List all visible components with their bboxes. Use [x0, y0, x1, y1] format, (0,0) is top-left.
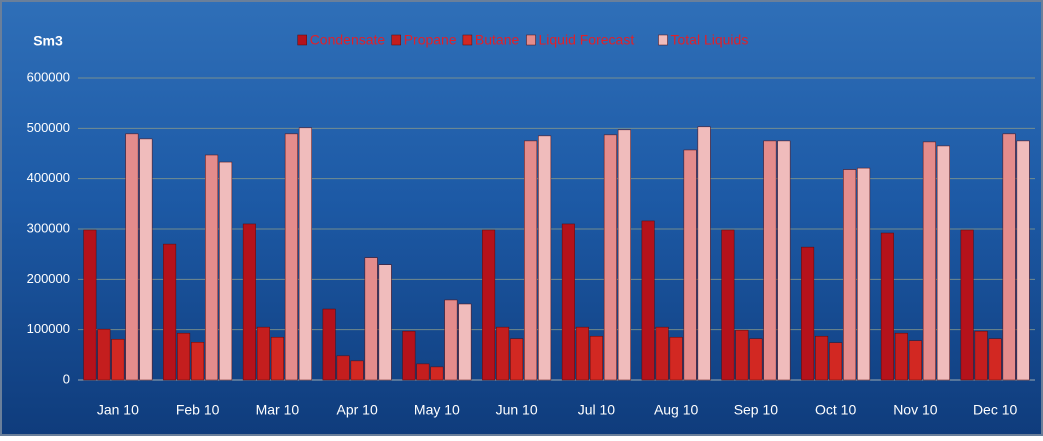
bar: [721, 229, 735, 381]
bar: [298, 127, 312, 381]
bar: [139, 138, 153, 381]
bar: [683, 149, 697, 381]
bar: [111, 338, 125, 381]
legend-swatch: [526, 34, 536, 46]
bar: [205, 154, 219, 381]
bar: [561, 223, 575, 381]
x-tick-label: Dec 10: [973, 402, 1018, 418]
x-tick-label: Apr 10: [337, 402, 378, 418]
x-tick-label: Feb 10: [176, 402, 220, 418]
bar: [749, 338, 763, 381]
bar: [777, 140, 791, 381]
bar: [524, 140, 538, 381]
bar: [801, 246, 815, 381]
bar: [284, 133, 298, 381]
bar: [125, 133, 139, 381]
bar: [458, 303, 472, 381]
legend-swatch: [658, 34, 668, 46]
legend-swatch: [391, 34, 401, 46]
y-tick-label: 600000: [27, 69, 70, 84]
bar: [83, 229, 97, 381]
bar: [829, 342, 843, 381]
bar: [843, 169, 857, 381]
x-tick-label: May 10: [414, 402, 460, 418]
bar: [364, 257, 378, 381]
bar: [697, 126, 711, 381]
bar: [444, 299, 458, 381]
bar: [922, 141, 936, 381]
bar: [669, 336, 683, 381]
x-tick-label: Aug 10: [654, 402, 699, 418]
x-tick-label: Sep 10: [734, 402, 779, 418]
y-tick-label: 400000: [27, 170, 70, 185]
bar: [617, 129, 631, 381]
bar: [880, 232, 894, 381]
bar: [815, 335, 829, 381]
legend-swatch: [462, 34, 473, 46]
x-tick-label: Jul 10: [578, 402, 616, 418]
y-tick-label: 0: [63, 371, 70, 386]
x-tick-label: Jun 10: [496, 402, 538, 418]
bar: [219, 161, 233, 381]
bar: [242, 223, 256, 381]
bar: [336, 355, 350, 381]
y-axis-label: Sm3: [33, 33, 63, 49]
bar: [322, 308, 336, 381]
y-tick-label: 200000: [27, 271, 70, 286]
bar: [603, 134, 617, 381]
bar: [350, 360, 364, 381]
bar: [402, 330, 416, 381]
bar: [1002, 133, 1016, 381]
bar: [496, 326, 510, 381]
bar: [538, 135, 552, 381]
y-tick-label: 100000: [27, 321, 70, 336]
bar: [589, 335, 603, 381]
bar: [256, 326, 270, 381]
legend-label: Propane: [404, 32, 457, 48]
bar: [763, 140, 777, 381]
bar: [378, 264, 392, 381]
x-tick-label: Oct 10: [815, 402, 856, 418]
bar: [857, 167, 871, 381]
bar: [270, 336, 284, 381]
bar: [416, 363, 430, 381]
bar: [988, 338, 1002, 381]
bar: [974, 330, 988, 381]
y-tick-label: 500000: [27, 120, 70, 135]
bar: [1016, 140, 1030, 381]
bar: [936, 145, 950, 381]
bar: [163, 243, 177, 381]
bar: [482, 229, 496, 381]
bar: [191, 342, 205, 381]
bar: [960, 229, 974, 381]
y-tick-label: 300000: [27, 220, 70, 235]
bar: [735, 329, 749, 381]
x-tick-label: Jan 10: [97, 402, 139, 418]
x-tick-label: Mar 10: [256, 402, 300, 418]
legend-swatch: [297, 34, 307, 46]
legend-label: Condensate: [310, 32, 386, 48]
legend-label: Butane: [475, 32, 520, 48]
bar: [894, 332, 908, 381]
legend-label: Liquid Forecast: [539, 32, 635, 48]
legend-label: Total Liquids: [671, 32, 749, 48]
bar: [97, 328, 111, 381]
bar: [430, 366, 444, 381]
bar: [575, 326, 589, 381]
bar: [908, 340, 922, 381]
x-tick-label: Nov 10: [893, 402, 938, 418]
bar: [655, 326, 669, 381]
bar: [510, 338, 524, 381]
bar: [641, 220, 655, 381]
bar: [177, 332, 191, 381]
